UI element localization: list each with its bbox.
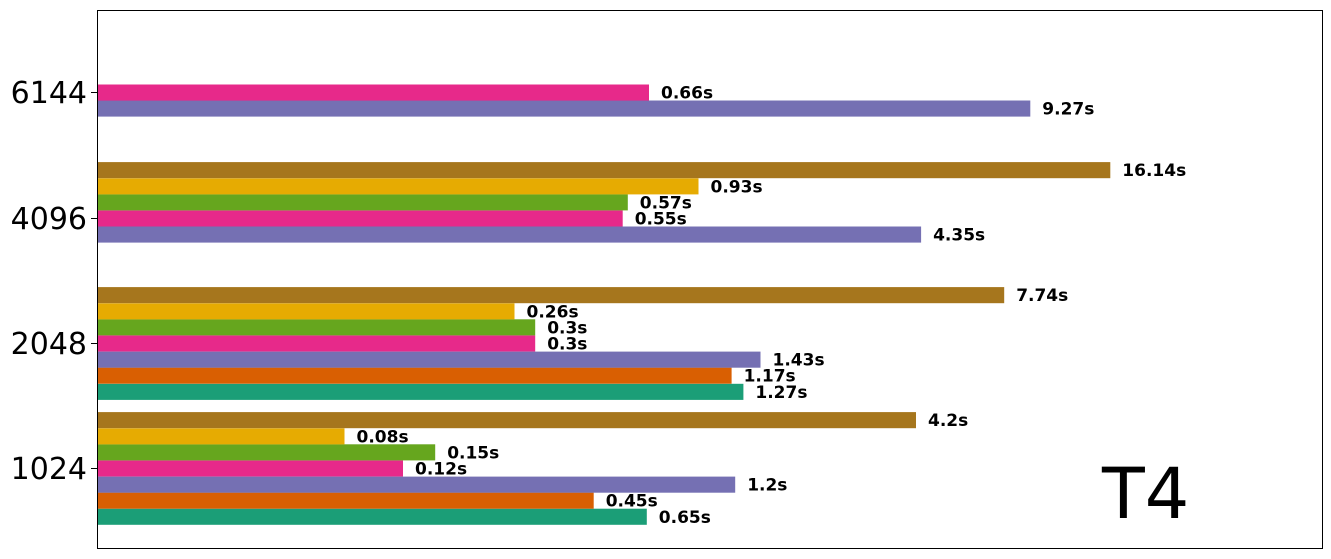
data-label-2048-series-2: 1.17s — [744, 367, 796, 387]
plot-frame — [97, 10, 1323, 549]
bar-2048-series-2 — [98, 367, 732, 384]
data-label-1024-series-4: 0.12s — [415, 460, 467, 480]
data-label-1024-series-3: 1.2s — [747, 476, 787, 496]
bar-1024-series-1 — [98, 508, 647, 525]
bar-6144-series-3 — [98, 100, 1031, 117]
data-label-4096-series-3: 4.35s — [933, 226, 985, 246]
panel-label: T4 — [1101, 453, 1189, 535]
bar-2048-series-6 — [98, 303, 515, 320]
data-label-1024-series-7: 4.2s — [928, 411, 968, 431]
bar-1024-series-2 — [98, 492, 594, 509]
data-label-1024-series-1: 0.65s — [659, 508, 711, 528]
y-tick-label-1024: 1024 — [11, 452, 87, 487]
data-labels-group: 0.65s0.45s1.2s0.12s0.15s0.08s4.2s1.27s1.… — [357, 84, 1187, 528]
y-tick-label-2048: 2048 — [11, 327, 87, 362]
bar-2048-series-7 — [98, 287, 1005, 304]
bar-1024-series-7 — [98, 412, 916, 429]
data-label-4096-series-7: 16.14s — [1122, 161, 1186, 181]
bar-2048-series-1 — [98, 383, 744, 400]
data-label-4096-series-4: 0.55s — [635, 210, 687, 230]
data-label-4096-series-6: 0.93s — [711, 177, 763, 197]
bar-6144-series-4 — [98, 84, 649, 101]
bar-2048-series-3 — [98, 351, 761, 368]
data-label-2048-series-1: 1.27s — [755, 383, 807, 403]
y-tick-label-6144: 6144 — [11, 76, 87, 111]
bars-group — [98, 84, 1111, 525]
bar-2048-series-5 — [98, 319, 536, 336]
data-label-6144-series-4: 0.66s — [661, 84, 713, 104]
bar-4096-series-6 — [98, 178, 699, 195]
bar-4096-series-4 — [98, 210, 623, 227]
bar-1024-series-6 — [98, 428, 345, 445]
data-label-1024-series-6: 0.08s — [357, 427, 409, 447]
data-label-4096-series-5: 0.57s — [640, 193, 692, 213]
bar-2048-series-4 — [98, 335, 536, 352]
y-ticks-group: 1024 2048 4096 6144 — [11, 76, 98, 487]
bar-1024-series-4 — [98, 460, 403, 477]
bar-4096-series-5 — [98, 194, 628, 211]
data-label-6144-series-3: 9.27s — [1042, 100, 1094, 120]
bar-4096-series-7 — [98, 162, 1111, 179]
bar-1024-series-5 — [98, 444, 436, 461]
bar-1024-series-3 — [98, 476, 736, 493]
data-label-2048-series-3: 1.43s — [773, 351, 825, 371]
data-label-2048-series-6: 0.26s — [527, 302, 579, 322]
data-label-2048-series-5: 0.3s — [547, 318, 587, 338]
data-label-2048-series-4: 0.3s — [547, 335, 587, 355]
bar-4096-series-3 — [98, 226, 922, 243]
data-label-1024-series-2: 0.45s — [606, 492, 658, 512]
data-label-2048-series-7: 7.74s — [1016, 286, 1068, 306]
y-tick-label-4096: 4096 — [11, 202, 87, 237]
data-label-1024-series-5: 0.15s — [447, 443, 499, 463]
